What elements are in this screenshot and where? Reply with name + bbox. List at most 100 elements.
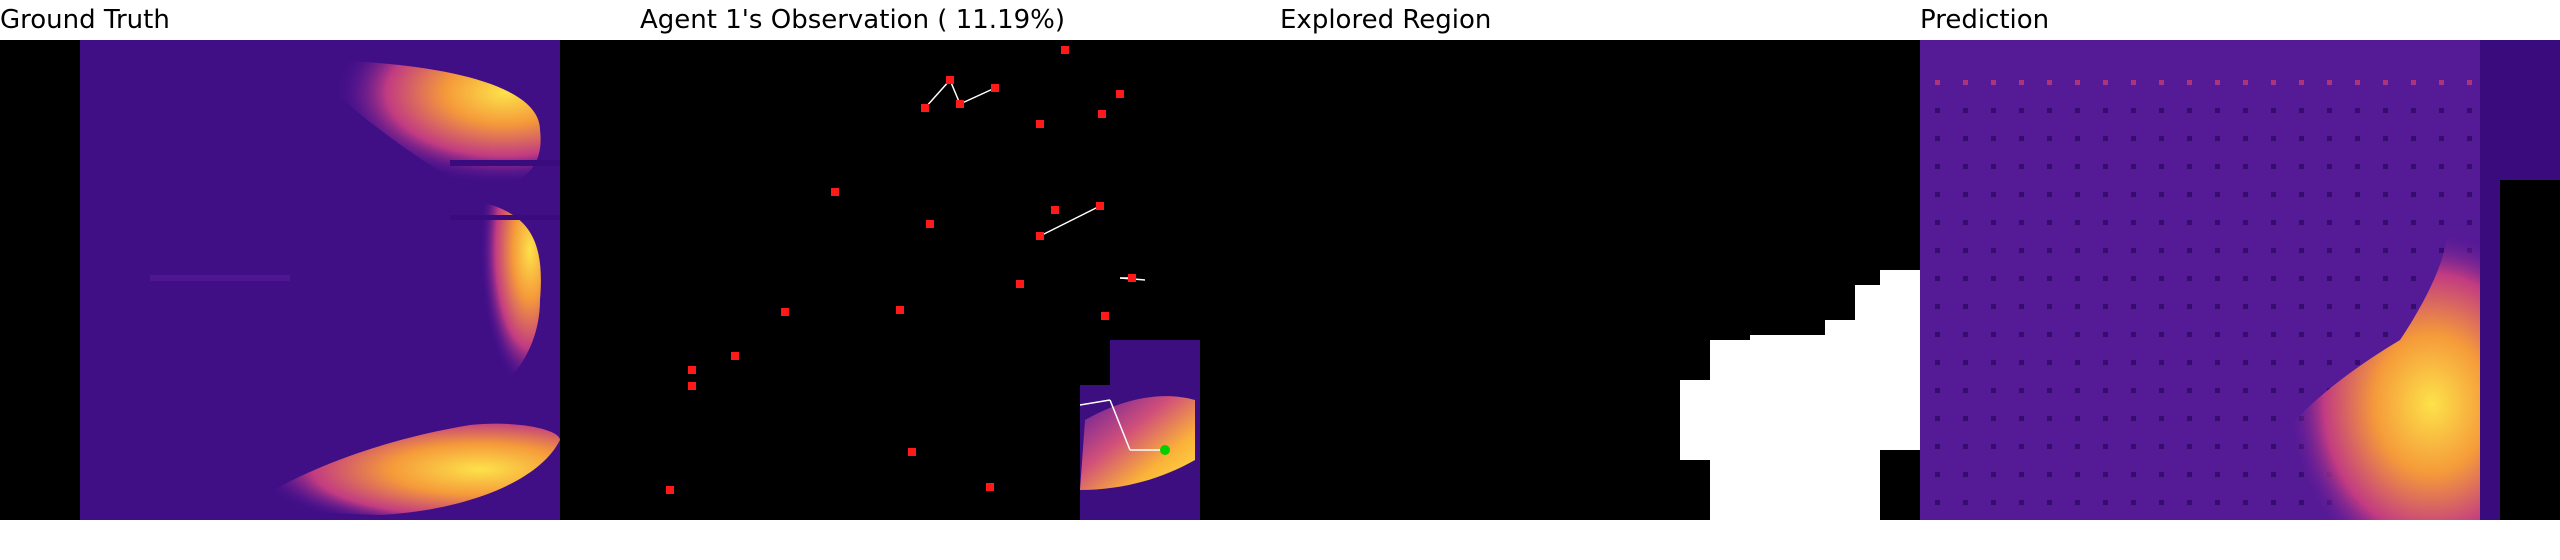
prediction-grid-dot (1991, 360, 1996, 365)
prediction-grid-dot (2131, 192, 2136, 197)
prediction-grid-dot (2131, 472, 2136, 477)
prediction-grid-dot (1991, 304, 1996, 309)
prediction-grid-dot (2355, 304, 2360, 309)
prediction-grid-dot (2383, 164, 2388, 169)
prediction-grid-dot (2215, 500, 2220, 505)
prediction-grid-dot (2131, 136, 2136, 141)
observation-marker (688, 366, 696, 374)
prediction-grid-dot (1963, 500, 1968, 505)
prediction-grid-dot (2075, 164, 2080, 169)
prediction-grid-dot (1935, 248, 1940, 253)
prediction-grid-dot (2439, 136, 2444, 141)
observation-link (1109, 399, 1131, 451)
prediction-grid-dot (2019, 388, 2024, 393)
explored-region-image (1280, 40, 1920, 520)
prediction-grid-dot (2103, 500, 2108, 505)
prediction-grid-dot (2215, 192, 2220, 197)
prediction-grid-dot (2019, 360, 2024, 365)
prediction-grid-dot (2019, 220, 2024, 225)
prediction-grid-dot (2187, 388, 2192, 393)
prediction-grid-dot (2019, 444, 2024, 449)
observation-link (959, 87, 996, 105)
prediction-grid-dot (2187, 248, 2192, 253)
prediction-grid-dot (2131, 332, 2136, 337)
observation-marker (831, 188, 839, 196)
observation-marker (1061, 46, 1069, 54)
prediction-grid-dot (2327, 164, 2332, 169)
prediction-grid-dot (1935, 164, 1940, 169)
prediction-grid-dot (2159, 332, 2164, 337)
prediction-grid-dot (1963, 276, 1968, 281)
prediction-grid-dot (2243, 416, 2248, 421)
prediction-grid-dot (2075, 136, 2080, 141)
prediction-grid-dot (1935, 500, 1940, 505)
observation-marker (1098, 110, 1106, 118)
prediction-grid-dot (2047, 304, 2052, 309)
prediction-grid-dot (1935, 108, 1940, 113)
prediction-grid-dot (2103, 276, 2108, 281)
prediction-grid-dot (2215, 416, 2220, 421)
prediction-grid-dot (2467, 220, 2472, 225)
prediction-grid-dot (2467, 80, 2472, 85)
prediction-grid-dot (2103, 220, 2108, 225)
prediction-grid-dot (2355, 136, 2360, 141)
prediction-grid-dot (1963, 416, 1968, 421)
prediction-grid-dot (2299, 136, 2304, 141)
observation-marker (1101, 312, 1109, 320)
prediction-grid-dot (2411, 136, 2416, 141)
prediction-grid-dot (2439, 108, 2444, 113)
prediction-grid-dot (2047, 388, 2052, 393)
prediction-grid-dot (2131, 500, 2136, 505)
prediction-grid-dot (2159, 304, 2164, 309)
prediction-grid-dot (2159, 500, 2164, 505)
prediction-grid-dot (2187, 360, 2192, 365)
prediction-grid-dot (2075, 444, 2080, 449)
prediction-grid-dot (2103, 304, 2108, 309)
prediction-grid-dot (2243, 472, 2248, 477)
observation-marker (946, 76, 954, 84)
prediction-grid-dot (2047, 220, 2052, 225)
prediction-grid-dot (2299, 80, 2304, 85)
prediction-grid-dot (2299, 164, 2304, 169)
prediction-grid-dot (2383, 304, 2388, 309)
prediction-grid-dot (2215, 80, 2220, 85)
prediction-grid-dot (2299, 360, 2304, 365)
prediction-grid-dot (2383, 80, 2388, 85)
prediction-grid-dot (2271, 80, 2276, 85)
prediction-grid-dot (2159, 416, 2164, 421)
prediction-grid-dot (2383, 192, 2388, 197)
prediction-grid-dot (2075, 416, 2080, 421)
observation-marker (781, 308, 789, 316)
prediction-grid-dot (1935, 388, 1940, 393)
prediction-grid-dot (2103, 248, 2108, 253)
prediction-grid-dot (2327, 332, 2332, 337)
observation-marker (1016, 280, 1024, 288)
prediction-grid-dot (2047, 332, 2052, 337)
prediction-grid-dot (2467, 136, 2472, 141)
prediction-grid-dot (2215, 332, 2220, 337)
prediction-grid-dot (2271, 164, 2276, 169)
prediction-grid-dot (2103, 136, 2108, 141)
observation-marker (908, 448, 916, 456)
prediction-grid-dot (2019, 248, 2024, 253)
prediction-grid-dot (2159, 164, 2164, 169)
prediction-grid-dot (2243, 220, 2248, 225)
prediction-grid-dot (2467, 164, 2472, 169)
prediction-grid-dot (2243, 360, 2248, 365)
prediction-grid-dot (2131, 248, 2136, 253)
observation-marker (926, 220, 934, 228)
prediction-heatmap (1920, 40, 2560, 520)
prediction-grid-dot (2131, 360, 2136, 365)
prediction-grid-dot (1963, 192, 1968, 197)
prediction-grid-dot (2355, 192, 2360, 197)
observation-link (1039, 205, 1101, 237)
prediction-grid-dot (2411, 80, 2416, 85)
prediction-grid-dot (2131, 416, 2136, 421)
prediction-grid-dot (1963, 248, 1968, 253)
prediction-grid-dot (1963, 472, 1968, 477)
prediction-grid-dot (2271, 304, 2276, 309)
prediction-grid-dot (2075, 80, 2080, 85)
prediction-grid-dot (2159, 80, 2164, 85)
prediction-grid-dot (2299, 192, 2304, 197)
prediction-grid-dot (2103, 444, 2108, 449)
